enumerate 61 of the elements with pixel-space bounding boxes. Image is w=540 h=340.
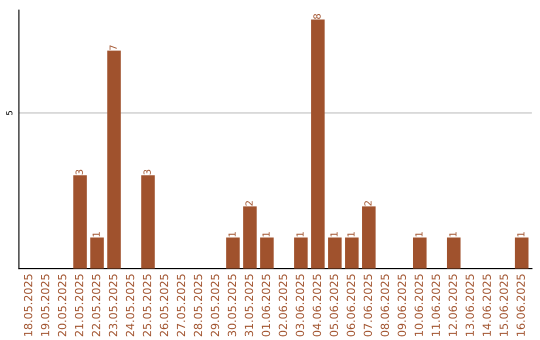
data-label: 1 <box>92 232 100 236</box>
bar <box>260 237 274 269</box>
x-tick-label: 21.05.2025 <box>74 274 84 336</box>
x-tick-label: 15.06.2025 <box>500 274 508 336</box>
bar <box>107 50 121 269</box>
x-tick-label: 09.06.2025 <box>398 274 406 336</box>
x-tick-label: 03.06.2025 <box>296 274 304 336</box>
bar <box>141 175 155 269</box>
x-tick-label: 28.05.2025 <box>194 274 202 336</box>
data-label: 8 <box>313 14 321 19</box>
data-label: 2 <box>364 201 372 206</box>
bar <box>446 237 461 269</box>
x-tick-label: 23.05.2025 <box>108 274 118 336</box>
data-label: 2 <box>245 201 253 206</box>
bar <box>362 206 376 269</box>
x-tick-label: 19.05.2025 <box>40 274 50 336</box>
data-label: 1 <box>449 232 456 236</box>
data-label: 1 <box>415 232 422 236</box>
bar <box>243 206 257 269</box>
bar <box>294 237 308 269</box>
x-tick-label: 27.05.2025 <box>176 274 186 336</box>
x-tick-label: 08.06.2025 <box>380 274 390 336</box>
bar <box>90 237 104 269</box>
bar <box>226 237 240 269</box>
data-label: 1 <box>228 232 236 236</box>
x-tick-label: 26.05.2025 <box>160 274 168 336</box>
x-tick-label: 24.05.2025 <box>126 274 134 336</box>
data-label: 1 <box>347 232 355 236</box>
data-label: 7 <box>110 45 117 50</box>
x-tick-label: 01.06.2025 <box>262 274 270 336</box>
data-label: 1 <box>517 232 524 236</box>
data-label: 1 <box>330 232 338 236</box>
data-label: 3 <box>143 170 151 174</box>
x-tick-label: 31.05.2025 <box>244 274 254 336</box>
data-label: 1 <box>296 232 304 236</box>
bar <box>412 237 427 269</box>
x-tick-label: 16.06.2025 <box>516 274 525 336</box>
x-tick-label: 12.06.2025 <box>448 274 457 336</box>
bar <box>73 175 87 269</box>
x-tick-label: 30.05.2025 <box>228 274 236 336</box>
y-tick-label: 5 <box>6 111 12 115</box>
x-tick-label: 02.06.2025 <box>278 274 288 336</box>
data-label: 1 <box>262 232 270 236</box>
x-tick-label: 20.05.2025 <box>58 274 66 336</box>
x-tick-label: 29.05.2025 <box>210 274 220 336</box>
data-label: 3 <box>76 170 83 174</box>
x-tick-label: 13.06.2025 <box>466 274 474 336</box>
bar <box>328 237 342 269</box>
x-tick-label: 25.05.2025 <box>142 274 152 336</box>
x-tick-label: 04.06.2025 <box>312 274 322 336</box>
x-tick-label: 11.06.2025 <box>432 274 440 336</box>
x-tick-label: 18.05.2025 <box>24 274 32 336</box>
x-tick-label: 06.06.2025 <box>346 274 356 336</box>
bar <box>514 237 529 269</box>
x-tick-label: 07.06.2025 <box>364 274 372 336</box>
x-tick-label: 10.06.2025 <box>414 274 424 336</box>
x-tick-label: 05.06.2025 <box>330 274 338 336</box>
bar <box>345 237 359 269</box>
x-tick-label: 22.05.2025 <box>92 274 100 336</box>
bar <box>311 20 325 269</box>
x-tick-label: 14.06.2025 <box>482 274 491 336</box>
